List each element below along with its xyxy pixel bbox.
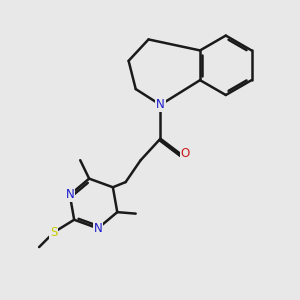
- Text: N: N: [65, 188, 74, 201]
- Text: S: S: [50, 226, 58, 239]
- Text: O: O: [181, 147, 190, 161]
- Text: N: N: [156, 98, 165, 111]
- Text: N: N: [94, 222, 102, 235]
